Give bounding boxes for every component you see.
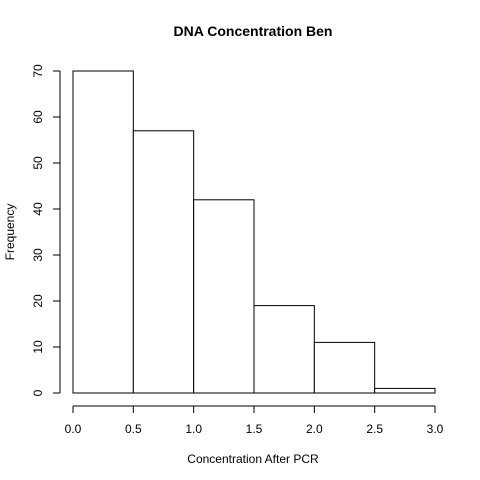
y-tick-label-4: 40 xyxy=(31,202,45,216)
bars-group xyxy=(72,70,436,394)
histogram-bar-5 xyxy=(374,387,436,394)
x-tick-label-0: 0.0 xyxy=(65,422,82,436)
x-axis-label: Concentration After PCR xyxy=(187,452,319,466)
y-tick-label-3: 30 xyxy=(31,248,45,262)
x-tick-label-2: 1.0 xyxy=(185,422,202,436)
x-axis: 0.0 0.5 1.0 1.5 2.0 2.5 3.0 xyxy=(65,405,444,436)
x-tick-label-4: 2.0 xyxy=(306,422,323,436)
histogram-bar-3 xyxy=(253,305,315,394)
histogram-bar-0 xyxy=(72,70,134,394)
x-tick-label-6: 3.0 xyxy=(427,422,444,436)
y-tick-label-1: 10 xyxy=(31,340,45,354)
y-tick-label-6: 60 xyxy=(31,110,45,124)
x-tick-label-3: 1.5 xyxy=(246,422,263,436)
y-tick-label-7: 70 xyxy=(31,64,45,78)
x-tick-label-1: 0.5 xyxy=(125,422,142,436)
y-tick-label-5: 50 xyxy=(31,156,45,170)
y-tick-label-2: 20 xyxy=(31,294,45,308)
y-axis-label: Frequency xyxy=(3,204,17,261)
histogram-bar-2 xyxy=(193,199,255,394)
x-tick-label-5: 2.5 xyxy=(366,422,383,436)
y-axis: 0 10 20 30 40 50 60 70 xyxy=(31,64,61,396)
histogram-bar-4 xyxy=(313,341,376,394)
chart-title: DNA Concentration Ben xyxy=(174,23,333,39)
y-tick-label-0: 0 xyxy=(31,389,45,396)
histogram-bar-1 xyxy=(132,130,195,394)
